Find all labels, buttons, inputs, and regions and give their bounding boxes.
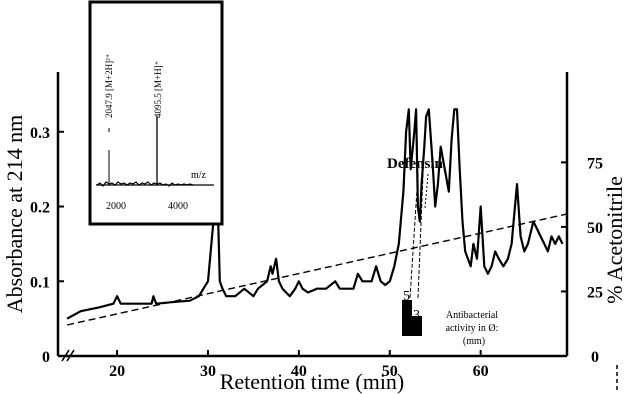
x-tick-label-0: 20: [109, 363, 125, 380]
x-tick-label-1: 30: [200, 363, 216, 380]
activity-value-3: 3: [413, 308, 420, 323]
y2-tick-label-zero: 0: [591, 349, 599, 366]
y2-ticks-group: 25 50 75 0: [561, 155, 603, 366]
x-ticks-group: 20 30 40 50 60: [109, 350, 489, 380]
inset-noise: [96, 181, 194, 187]
axis-break-mark-1: [61, 349, 70, 362]
activity-caption-line3: (mm): [463, 336, 485, 347]
defensin-pointer-1: [409, 173, 419, 299]
acetonitrile-gradient-line: [66, 213, 568, 326]
activity-caption-line1: Antibacterial: [446, 310, 498, 321]
axis-break-mark-2: [66, 349, 75, 362]
activity-caption-line2: activity in Ø:: [446, 323, 499, 334]
inset-frame: [88, 0, 224, 226]
x-axis-label: Retention time (min): [220, 369, 405, 394]
y2-axis-label: % Acetonitrile: [602, 176, 627, 304]
y-axis-label: Absorbance at 214 nm: [2, 115, 27, 314]
activity-bar-5: [402, 300, 412, 336]
defensin-label: Defensin: [387, 156, 443, 172]
x-tick-label-2: 40: [291, 363, 307, 380]
defensin-pointer-3: [424, 173, 429, 209]
y-ticks-group: 0 0.1 0.2 0.3: [30, 125, 64, 366]
y2-tick-label-0: 25: [587, 284, 603, 301]
y2-tick-label-2: 75: [587, 155, 603, 172]
y-tick-label-3: 0.3: [30, 125, 50, 142]
inset-tick-4000: 4000: [168, 201, 188, 212]
inset-peak-4095-label: 4095.5 [M+H]⁺: [153, 60, 163, 118]
y-tick-label-2: 0.2: [30, 200, 50, 217]
defensin-pointer-2: [417, 173, 424, 299]
y2-tick-label-1: 50: [587, 220, 603, 237]
x-tick-label-3: 50: [382, 363, 398, 380]
activity-bar-3: [412, 316, 422, 336]
y-tick-label-1: 0.1: [30, 274, 50, 291]
y-tick-label-0: 0: [42, 349, 50, 366]
inset-mass-spectrum: 2047.9 [M+2H]²⁺ 4095.5 [M+H]⁺ m/z 2000 4…: [88, 0, 224, 226]
inset-peak-2047-label: 2047.9 [M+2H]²⁺: [104, 53, 114, 118]
inset-xlabel: m/z: [191, 170, 207, 181]
axes-group: [56, 72, 569, 362]
inset-tick-2000: 2000: [106, 201, 126, 212]
x-tick-label-4: 60: [473, 363, 489, 380]
activity-value-5: 5: [403, 289, 410, 304]
